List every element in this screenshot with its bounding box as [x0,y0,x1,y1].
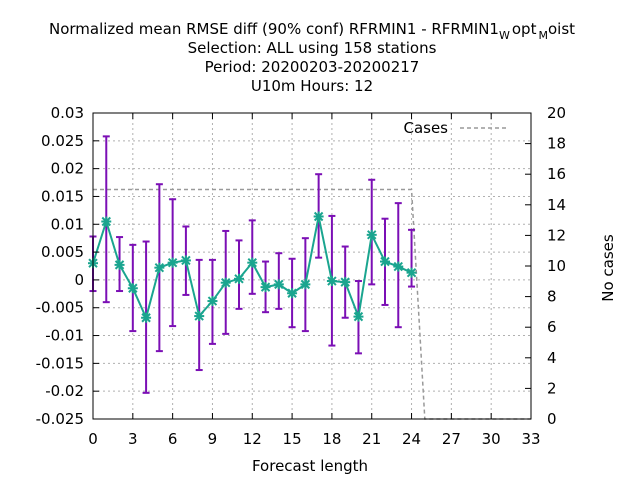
y2-tick-label: 8 [547,288,557,306]
data-point [393,261,404,272]
x-tick-label: 15 [283,430,302,448]
y2-tick-label: 14 [547,196,566,214]
x-tick-label: 21 [362,430,381,448]
data-point [247,257,258,268]
y2-tick-label: 4 [547,349,557,367]
y-tick-label: 0.03 [51,104,84,122]
data-point [353,311,364,322]
data-point [273,279,284,290]
y2-tick-label: 18 [547,135,566,153]
y-tick-label: -0.02 [45,382,84,400]
y2-tick-label: 16 [547,165,566,183]
rmse-diff-series [88,211,417,323]
data-point [127,283,138,294]
x-tick-label: 18 [322,430,341,448]
data-point [114,259,125,270]
data-point [180,255,191,266]
y2-tick-label: 10 [547,257,566,275]
legend: Cases [403,119,506,137]
y-tick-label: -0.015 [36,354,84,372]
data-point [207,296,218,307]
data-point [101,216,112,227]
x-axis-label: Forecast length [252,457,368,475]
x-axis-ticks: 0 3 6 9 12 15 18 21 24 27 30 33 [88,113,541,448]
title-line-1: Normalized mean RMSE diff (90% conf) RFR… [49,20,575,42]
title-sub-w: W [499,29,510,42]
data-point [287,288,298,299]
data-point [141,312,152,323]
y2-tick-label: 20 [547,104,566,122]
title-opt: opt [512,20,537,38]
y-tick-label: 0 [74,271,84,289]
x-tick-label: 27 [442,430,461,448]
legend-label-cases: Cases [403,119,448,137]
data-point [300,279,311,290]
x-tick-label: 24 [402,430,421,448]
y-tick-label: 0.01 [51,215,84,233]
title-sub-m: M [538,29,548,42]
y2-tick-label: 12 [547,226,566,244]
y-tick-label: 0.015 [41,187,84,205]
chart-title: Normalized mean RMSE diff (90% conf) RFR… [49,20,575,95]
data-point [406,267,417,278]
y-tick-label: 0.02 [51,160,84,178]
data-point [326,276,337,287]
x-tick-label: 0 [88,430,98,448]
data-point [154,262,165,273]
x-tick-label: 12 [243,430,262,448]
x-tick-label: 6 [168,430,178,448]
x-tick-label: 9 [208,430,218,448]
y-tick-label: -0.005 [36,299,84,317]
x-tick-label: 33 [521,430,540,448]
data-point [234,273,244,284]
data-point [220,277,231,288]
data-point [313,211,324,222]
title-line-1-main: Normalized mean RMSE diff (90% conf) RFR… [49,20,499,38]
y-tick-label: -0.025 [36,410,84,428]
y2-tick-label: 2 [547,379,557,397]
y-tick-label: 0.005 [41,243,84,261]
data-point [260,282,271,293]
data-point [340,277,351,288]
x-tick-label: 3 [128,430,138,448]
data-point [380,256,390,267]
y-axis-ticks: 0.03 0.025 0.02 0.015 0.01 0.005 0 -0.005 -0.01 -… [36,104,99,428]
grid [93,113,531,419]
y2-axis-label: No cases [599,234,617,302]
title-line-2: Selection: ALL using 158 stations [188,39,437,57]
y-tick-label: 0.025 [41,132,84,150]
data-point [167,257,178,268]
title-line-4: U10m Hours: 12 [251,77,373,95]
x-tick-label: 30 [482,430,501,448]
y2-tick-label: 6 [547,318,557,336]
y-tick-label: -0.01 [45,327,84,345]
data-point [366,229,377,240]
title-oist: oist [548,20,575,38]
data-point [194,311,205,322]
y2-tick-label: 0 [547,410,557,428]
title-line-3: Period: 20200203-20200217 [205,58,420,76]
